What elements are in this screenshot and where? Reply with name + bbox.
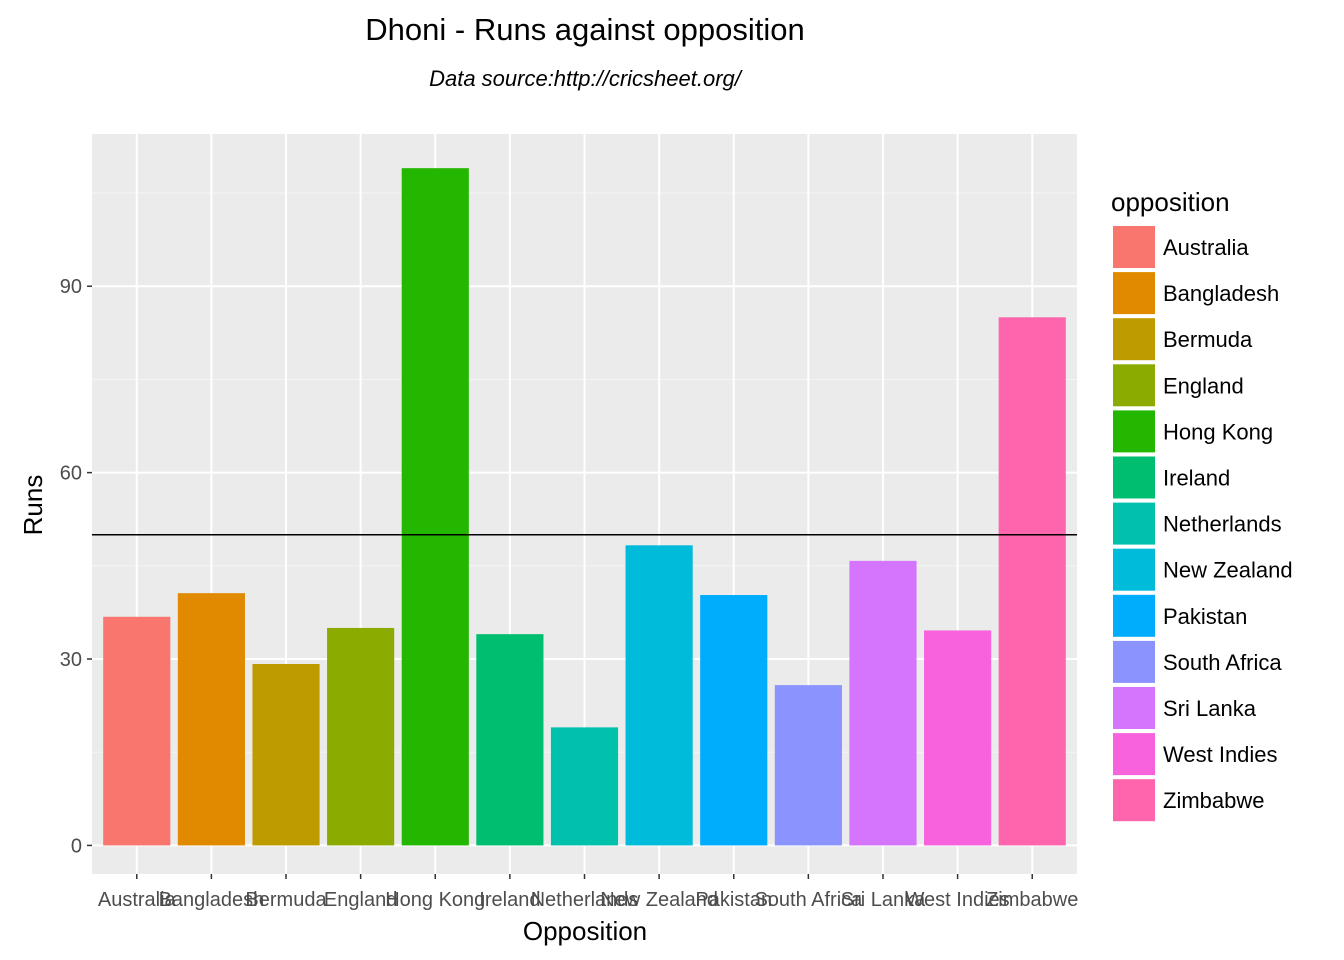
y-axis-title: Runs — [18, 475, 48, 536]
y-axis-ticks: 0 30 60 90 — [60, 276, 92, 857]
legend-title: opposition — [1111, 187, 1230, 217]
legend-key — [1113, 410, 1155, 453]
x-tick-label: Australia — [98, 889, 177, 911]
legend-key — [1113, 594, 1155, 637]
bar-sri-lanka — [849, 560, 917, 846]
legend-key — [1113, 364, 1155, 407]
legend-key — [1113, 456, 1155, 499]
legend-label: Netherlands — [1163, 512, 1282, 537]
bars — [103, 168, 1066, 846]
legend-key — [1113, 733, 1155, 776]
x-tick-label: Pakistan — [695, 889, 772, 911]
bar-england — [327, 627, 395, 846]
legend-key — [1113, 318, 1155, 361]
x-tick-label: Hong Kong — [385, 889, 485, 911]
x-tick-label: Bermuda — [245, 889, 327, 911]
bar-zimbabwe — [998, 317, 1066, 846]
legend-label: Hong Kong — [1163, 419, 1273, 444]
legend-key — [1113, 502, 1155, 545]
x-axis-title: Opposition — [523, 916, 647, 946]
bar-hong-kong — [401, 168, 469, 846]
bar-new-zealand — [625, 545, 693, 846]
legend-label: England — [1163, 373, 1244, 398]
y-tick-label: 0 — [71, 835, 82, 857]
x-tick-label: Ireland — [479, 889, 540, 911]
bar-australia — [103, 616, 171, 846]
bar-netherlands — [550, 727, 619, 846]
legend-key — [1113, 779, 1155, 822]
legend-key — [1113, 640, 1155, 683]
x-tick-label: Bangladesh — [159, 889, 265, 911]
chart-title: Dhoni - Runs against opposition — [365, 12, 804, 47]
legend-key — [1113, 548, 1155, 591]
legend-key — [1113, 272, 1155, 315]
y-tick-label: 90 — [60, 276, 82, 298]
bar-south-africa — [774, 685, 842, 846]
legend-key — [1113, 687, 1155, 729]
bar-west-indies — [924, 630, 992, 846]
bar-bermuda — [252, 663, 320, 846]
x-tick-label: Zimbabwe — [986, 889, 1078, 911]
legend-label: Zimbabwe — [1163, 788, 1264, 813]
legend-key — [1113, 226, 1155, 268]
legend-label: West Indies — [1163, 742, 1278, 767]
legend-label: Australia — [1163, 235, 1249, 260]
legend: opposition Australia Bangladesh Bermuda Eng… — [1111, 187, 1293, 822]
x-tick-label: Sri Lanka — [841, 889, 926, 911]
legend-label: Bangladesh — [1163, 281, 1279, 306]
x-tick-label: Netherlands — [531, 889, 639, 911]
legend-label: Bermuda — [1163, 327, 1253, 352]
legend-label: Sri Lanka — [1163, 696, 1257, 721]
x-tick-label: South Africa — [754, 889, 863, 911]
legend-label: Pakistan — [1163, 604, 1247, 629]
bar-ireland — [476, 634, 544, 846]
chart-subtitle: Data source:http://cricsheet.org/ — [429, 66, 743, 91]
legend-label: New Zealand — [1163, 558, 1293, 583]
y-tick-label: 30 — [60, 649, 82, 671]
x-tick-label: New Zealand — [600, 889, 718, 911]
legend-label: South Africa — [1163, 650, 1282, 675]
x-tick-label: West Indies — [906, 889, 1010, 911]
bar-pakistan — [700, 595, 768, 846]
y-tick-label: 60 — [60, 463, 82, 485]
bar-bangladesh — [177, 593, 245, 846]
x-tick-label: England — [324, 889, 397, 911]
legend-label: Ireland — [1163, 466, 1230, 491]
